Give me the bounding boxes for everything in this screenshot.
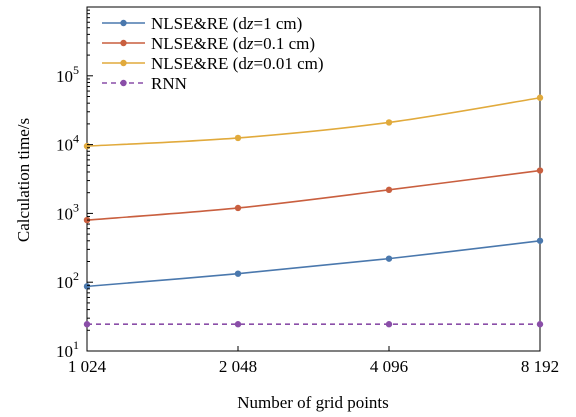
legend-label-part: NLSE&RE (d [151,54,247,73]
y-tick-label: 102 [56,269,79,292]
series-line-0 [86,239,541,288]
legend-label-part: =0.01 cm) [253,54,323,73]
legend-label-part: z [246,34,254,53]
y-tick-label: 103 [56,200,79,223]
y-tick-base: 10 [56,67,73,86]
y-tick-base: 10 [56,273,73,292]
series-1-point-1 [234,204,242,212]
plot-frame [86,6,541,352]
x-tick-label: 2 048 [219,357,257,376]
y-axis-title: Calculation time/s [14,118,33,242]
y-tick-label: 104 [56,132,79,155]
y-tick-base: 10 [56,136,73,155]
series-0-point-0 [83,283,91,290]
series-1-point-3 [536,167,544,174]
series-3-point-1 [234,321,242,328]
series-layer [83,94,544,328]
legend-label-part: NLSE&RE (d [151,34,247,53]
legend-marker-0 [120,19,127,27]
y-tick-exponent: 3 [73,200,79,214]
legend: NLSE&RE (dz=1 cm)NLSE&RE (dz=0.1 cm)NLSE… [102,14,324,93]
series-0-point-3 [536,237,544,244]
x-axis-title: Number of grid points [237,393,389,412]
series-3-point-2 [385,321,393,328]
y-tick-base: 10 [56,342,73,361]
x-axis-ticks: 1 024 2 048 4 096 8 192 [68,346,559,376]
y-tick-label: 105 [56,63,79,86]
series-1-point-2 [385,186,393,194]
legend-marker-2 [120,59,127,67]
legend-marker-3 [120,79,127,87]
series-2-point-1 [234,134,242,142]
legend-label-part: z [246,14,254,33]
legend-label-part: =1 cm) [253,14,302,33]
x-tick-label: 1 024 [68,357,107,376]
series-2-point-3 [536,94,544,101]
legend-marker-1 [120,39,127,47]
legend-label-part: RNN [151,74,187,93]
x-tick-label: 4 096 [370,357,408,376]
legend-label-part: =0.1 cm) [253,34,315,53]
series-line-2 [86,96,541,147]
y-tick-exponent: 2 [73,269,79,283]
legend-label-2: NLSE&RE (dz=0.01 cm) [151,54,324,73]
series-2-point-2 [385,119,393,126]
series-2-point-0 [83,142,91,150]
series-0-point-2 [385,255,393,262]
legend-label-0: NLSE&RE (dz=1 cm) [151,14,302,33]
series-line-1 [86,169,541,221]
y-tick-exponent: 1 [73,338,79,352]
legend-label-part: NLSE&RE (d [151,14,247,33]
legend-label-3: RNN [151,74,187,93]
y-tick-exponent: 4 [73,132,79,146]
x-tick-label: 8 192 [521,357,559,376]
series-3-point-3 [536,321,544,328]
y-tick-label: 101 [56,338,79,361]
y-tick-exponent: 5 [73,63,79,77]
y-tick-base: 10 [56,204,73,223]
legend-label-part: z [246,54,254,73]
series-3-point-0 [83,321,91,328]
series-0-point-1 [234,270,242,277]
legend-label-1: NLSE&RE (dz=0.1 cm) [151,34,315,53]
